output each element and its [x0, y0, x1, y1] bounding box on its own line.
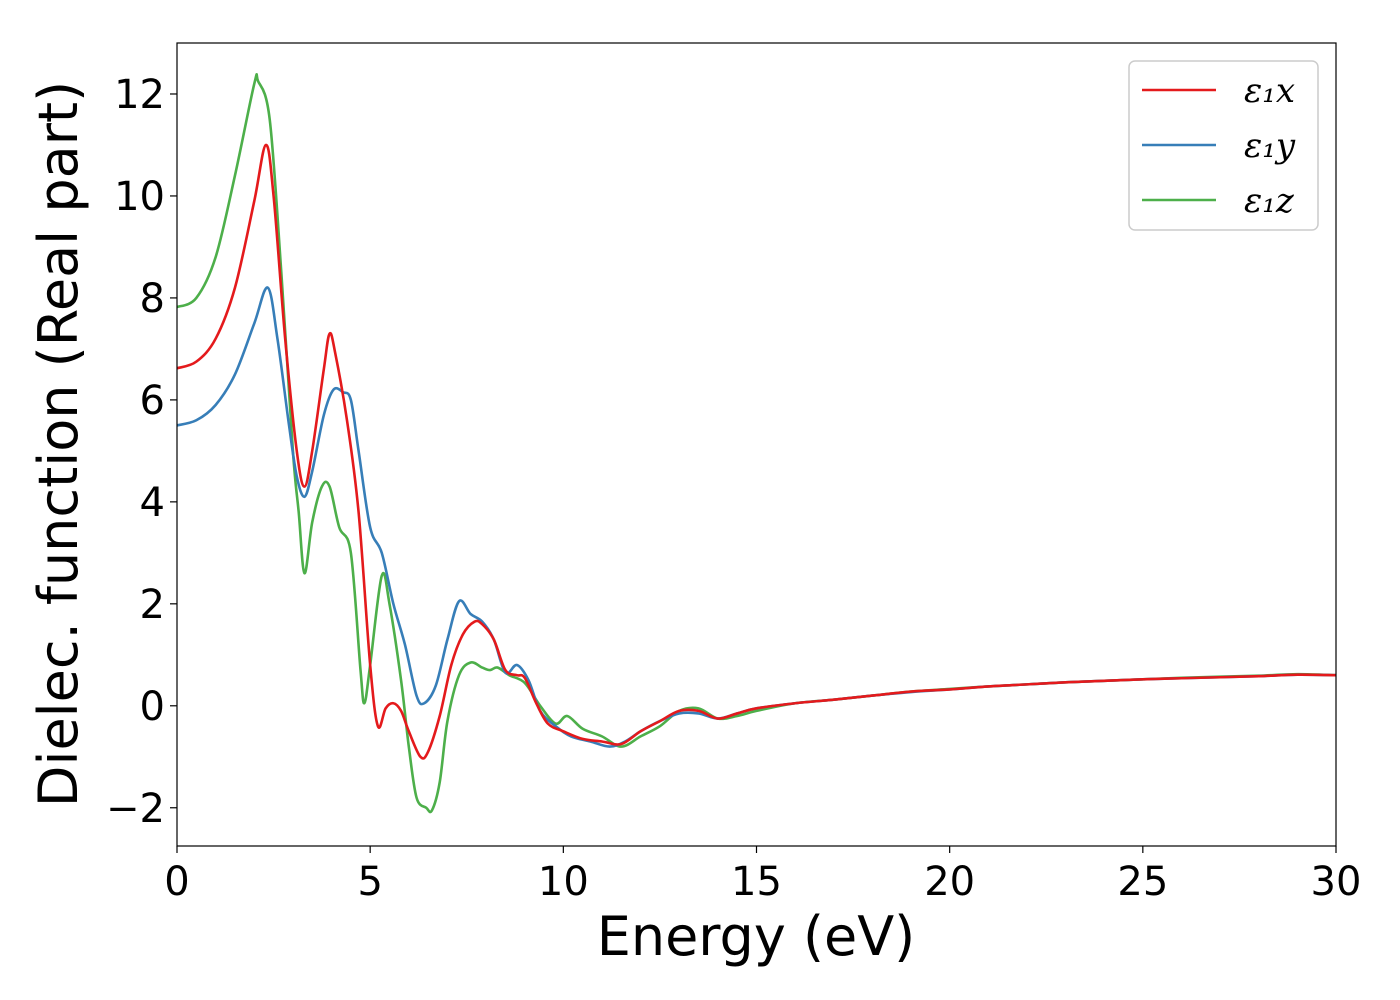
x-tick-label: 0 [164, 859, 189, 905]
x-tick-label: 25 [1117, 859, 1168, 905]
x-axis: 0 5 10 15 20 25 30 [164, 846, 1361, 905]
x-tick-label: 10 [538, 859, 589, 905]
x-axis-label: Energy (eV) [597, 905, 916, 968]
y-axis: −2 0 2 4 6 8 10 12 [106, 72, 177, 832]
series-layer [177, 73, 1336, 814]
y-tick-label: 0 [140, 684, 165, 730]
legend-box [1128, 60, 1319, 231]
x-tick-label: 5 [357, 859, 382, 905]
x-tick-label: 30 [1311, 859, 1362, 905]
y-axis-label: Dielec. function (Real part) [27, 81, 90, 807]
x-tick-label: 15 [731, 859, 782, 905]
y-tick-label: 12 [114, 72, 165, 118]
series-line-1 [177, 143, 1336, 760]
x-tick-label: 20 [924, 859, 975, 905]
y-tick-label: 2 [140, 582, 165, 628]
y-tick-label: −2 [106, 786, 165, 832]
y-tick-label: 4 [140, 480, 165, 526]
y-tick-label: 10 [114, 174, 165, 220]
legend-label: ε₁y [1244, 126, 1296, 166]
y-tick-label: 6 [140, 378, 165, 424]
y-tick-label: 8 [140, 276, 165, 322]
legend: ε₁x ε₁y ε₁z [1128, 60, 1319, 231]
legend-label: ε₁z [1244, 181, 1295, 221]
legend-label: ε₁x [1244, 71, 1295, 111]
